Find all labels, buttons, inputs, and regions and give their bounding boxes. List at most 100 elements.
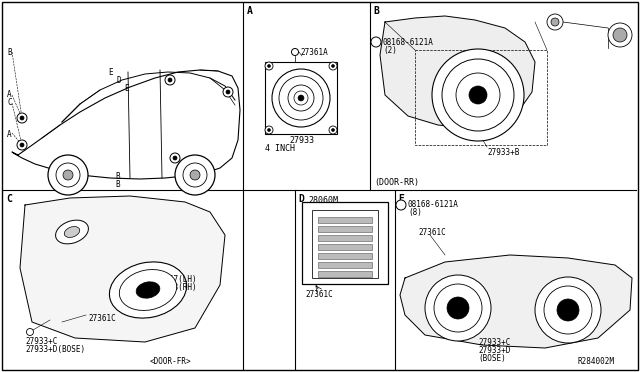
Text: B: B — [7, 48, 12, 57]
Text: 4 INCH: 4 INCH — [265, 144, 295, 153]
Text: 27361C: 27361C — [88, 314, 116, 323]
Circle shape — [226, 90, 230, 94]
Circle shape — [265, 62, 273, 70]
Polygon shape — [400, 255, 632, 348]
Text: 27361A: 27361A — [300, 48, 328, 57]
Bar — [318, 244, 372, 250]
Circle shape — [294, 91, 308, 105]
Text: R284002M: R284002M — [578, 357, 615, 366]
Text: 27933+D(BOSE): 27933+D(BOSE) — [25, 345, 85, 354]
Polygon shape — [380, 16, 535, 128]
Bar — [318, 253, 372, 259]
Text: E: E — [124, 84, 129, 93]
Circle shape — [17, 113, 27, 123]
Text: 08168-6121A: 08168-6121A — [383, 38, 434, 47]
Circle shape — [432, 49, 524, 141]
Circle shape — [329, 126, 337, 134]
Circle shape — [265, 126, 273, 134]
Text: A: A — [7, 90, 12, 99]
Circle shape — [557, 299, 579, 321]
Circle shape — [272, 69, 330, 127]
Bar — [318, 271, 372, 277]
Circle shape — [20, 143, 24, 147]
Circle shape — [17, 140, 27, 150]
Circle shape — [183, 163, 207, 187]
Circle shape — [551, 18, 559, 26]
Circle shape — [547, 14, 563, 30]
Circle shape — [48, 155, 88, 195]
Text: <DOOR-FR>: <DOOR-FR> — [150, 357, 191, 366]
Circle shape — [544, 286, 592, 334]
Circle shape — [535, 277, 601, 343]
Circle shape — [396, 200, 406, 210]
Text: C: C — [7, 98, 12, 107]
Text: B: B — [115, 180, 120, 189]
Circle shape — [329, 62, 337, 70]
Circle shape — [56, 163, 80, 187]
Circle shape — [332, 128, 335, 131]
Text: 08168-6121A: 08168-6121A — [408, 200, 459, 209]
Bar — [318, 217, 372, 223]
Bar — [318, 235, 372, 241]
Ellipse shape — [136, 282, 160, 298]
Circle shape — [173, 156, 177, 160]
Text: B: B — [115, 172, 120, 181]
Circle shape — [608, 23, 632, 47]
Circle shape — [442, 59, 514, 131]
Ellipse shape — [109, 262, 187, 318]
Bar — [312, 210, 378, 278]
Text: (BOSE): (BOSE) — [478, 354, 506, 363]
Circle shape — [456, 73, 500, 117]
Text: (2): (2) — [383, 46, 397, 55]
Circle shape — [332, 64, 335, 67]
Text: 27933+D: 27933+D — [478, 346, 510, 355]
Circle shape — [170, 153, 180, 163]
Ellipse shape — [64, 227, 80, 237]
Text: 27361C: 27361C — [418, 228, 445, 237]
Text: S: S — [399, 202, 403, 208]
Bar — [415, 50, 547, 145]
Circle shape — [190, 170, 200, 180]
Circle shape — [20, 116, 24, 120]
Text: 28167(LH): 28167(LH) — [155, 275, 196, 284]
Bar — [318, 226, 372, 232]
Text: 28060M: 28060M — [308, 196, 338, 205]
Text: 27361C: 27361C — [305, 290, 333, 299]
Text: D: D — [116, 76, 120, 85]
Circle shape — [223, 87, 233, 97]
Circle shape — [291, 48, 298, 55]
Text: A: A — [247, 6, 253, 16]
Polygon shape — [20, 196, 225, 342]
Circle shape — [268, 64, 271, 67]
Circle shape — [469, 86, 487, 104]
Circle shape — [63, 170, 73, 180]
Circle shape — [165, 75, 175, 85]
Circle shape — [298, 95, 304, 101]
Text: A: A — [7, 130, 12, 139]
Bar — [265, 62, 337, 134]
Ellipse shape — [119, 270, 177, 311]
Text: C: C — [6, 194, 12, 204]
Text: 27933+C: 27933+C — [25, 337, 58, 346]
Circle shape — [279, 76, 323, 120]
Polygon shape — [12, 70, 240, 179]
Text: 28168(RH): 28168(RH) — [155, 283, 196, 292]
Text: 27933+C: 27933+C — [478, 338, 510, 347]
Text: E: E — [398, 194, 404, 204]
Text: (8): (8) — [408, 208, 422, 217]
Circle shape — [613, 28, 627, 42]
Circle shape — [434, 284, 482, 332]
Circle shape — [175, 155, 215, 195]
Circle shape — [26, 328, 33, 336]
Bar — [302, 202, 388, 284]
Text: D: D — [298, 194, 304, 204]
Text: (DOOR-RR): (DOOR-RR) — [374, 178, 419, 187]
Text: 27933+B: 27933+B — [487, 148, 520, 157]
Circle shape — [371, 37, 381, 47]
Text: E: E — [108, 68, 113, 77]
Circle shape — [288, 85, 314, 111]
Circle shape — [268, 128, 271, 131]
Text: S: S — [374, 39, 377, 45]
Circle shape — [425, 275, 491, 341]
Circle shape — [168, 78, 172, 82]
